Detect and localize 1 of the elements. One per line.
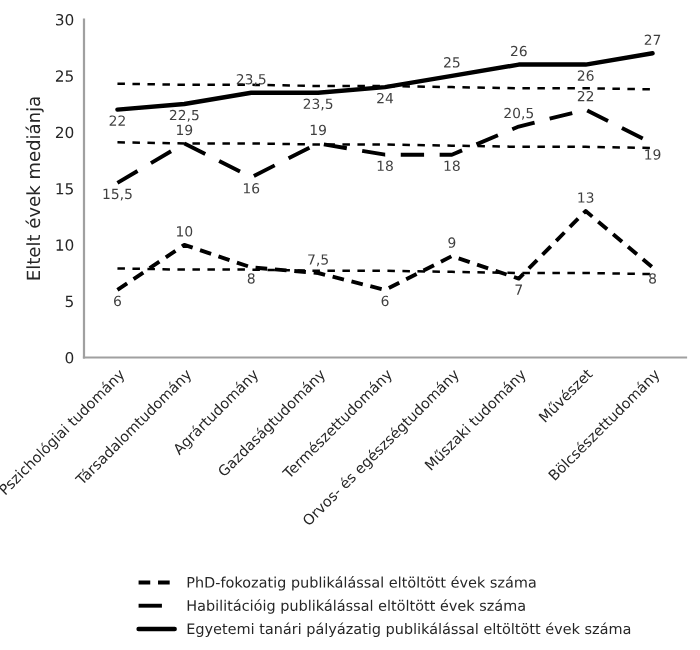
y-axis-title: Eltelt évek mediánja xyxy=(25,97,44,280)
